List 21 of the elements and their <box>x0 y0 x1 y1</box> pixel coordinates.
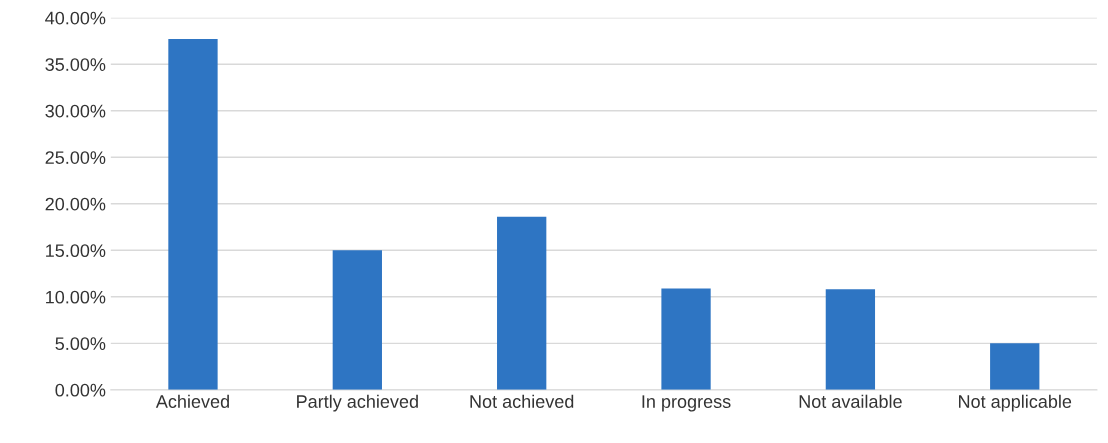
x-tick-label: Achieved <box>155 394 229 408</box>
y-tick-label: 35.00% <box>45 58 106 71</box>
bar <box>990 343 1040 390</box>
y-tick-label: 20.00% <box>45 197 106 211</box>
bar <box>661 288 711 390</box>
x-tick-label: In progress <box>642 395 731 412</box>
y-tick-label: 0.00% <box>55 383 106 397</box>
y-tick-label: 40.00% <box>45 11 106 25</box>
bar <box>332 250 382 390</box>
y-tick-label: 5.00% <box>55 337 106 351</box>
x-tick-label: Not achieved <box>470 394 574 408</box>
x-tick-label: Not applicable <box>959 394 1072 412</box>
y-tick-label: 15.00% <box>46 244 106 258</box>
bar <box>825 289 876 390</box>
y-tick-label: 25.00% <box>45 151 106 164</box>
x-tick-label: Partly achieved <box>297 394 418 412</box>
y-tick-label: 30.00% <box>45 104 106 118</box>
bar <box>168 39 218 390</box>
bar <box>497 216 547 390</box>
y-tick-label: 10.00% <box>46 290 106 304</box>
x-tick-label: Not available <box>799 394 902 408</box>
